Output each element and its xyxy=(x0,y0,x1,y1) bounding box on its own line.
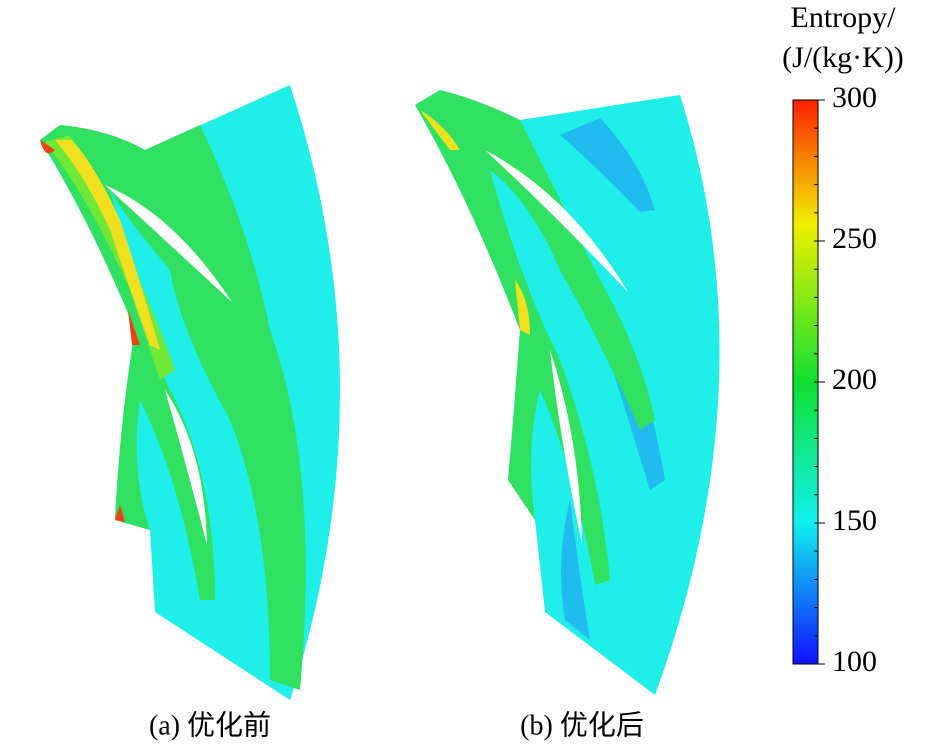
panel-caption: (a) 优化前 xyxy=(149,709,271,741)
tick-label: 100 xyxy=(832,645,877,678)
contour-panel-b xyxy=(415,90,720,695)
blade xyxy=(105,185,232,302)
high-band xyxy=(415,90,655,585)
tick-label: 200 xyxy=(832,363,877,396)
tick-label: 250 xyxy=(832,222,877,255)
panel-caption: (b) 优化后 xyxy=(520,709,644,741)
peak-band xyxy=(55,140,160,350)
tick-label: 150 xyxy=(832,504,877,537)
blade xyxy=(550,350,582,545)
tick-label: 300 xyxy=(832,81,877,114)
mid-band xyxy=(420,110,530,335)
colorbar-title: (J/(kg·K)) xyxy=(782,41,904,74)
colorbar-scale xyxy=(792,99,819,665)
colorbar-title: Entropy/ xyxy=(791,1,897,34)
low-band xyxy=(560,118,665,640)
contour-panel-a xyxy=(40,85,340,700)
